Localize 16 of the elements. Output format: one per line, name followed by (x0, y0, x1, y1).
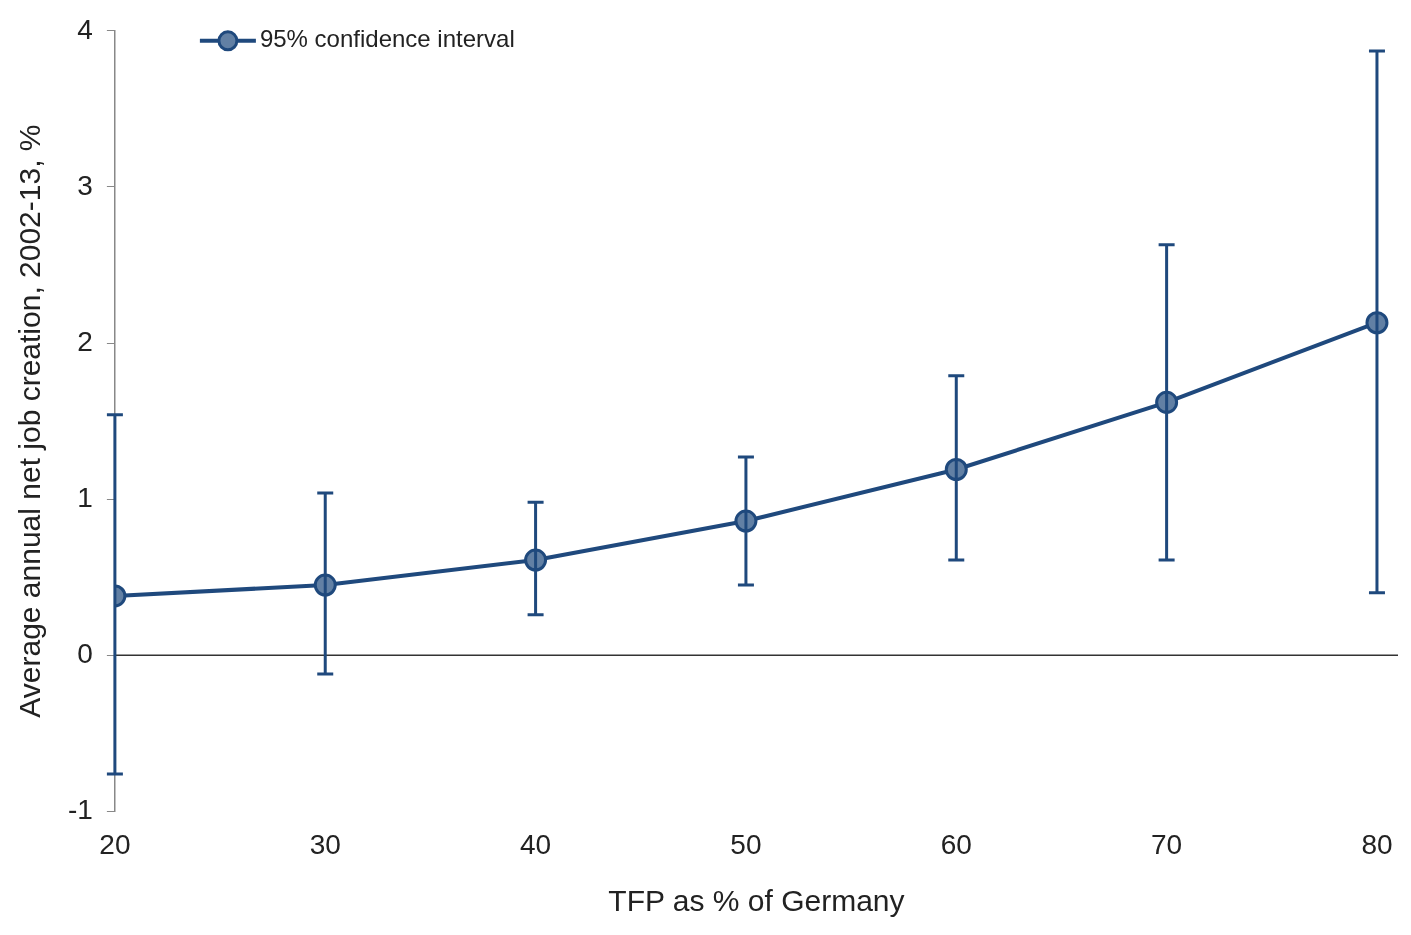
x-tick-label: 50 (730, 828, 762, 860)
x-tick-label: 60 (940, 828, 972, 860)
y-tick-label: -1 (67, 794, 93, 826)
x-tick-label: 40 (520, 828, 552, 860)
y-tick-label: 4 (77, 13, 93, 45)
x-tick-label: 80 (1361, 828, 1393, 860)
y-tick-label: 1 (77, 481, 93, 513)
x-tick-label: 20 (99, 828, 131, 860)
x-tick-label: 70 (1151, 828, 1183, 860)
legend-label: 95% confidence interval (259, 25, 515, 53)
y-tick-label: 2 (77, 325, 93, 357)
x-tick-label: 30 (309, 828, 341, 860)
y-tick-label: 3 (77, 169, 93, 201)
y-tick-label: 0 (77, 638, 93, 669)
x-axis-title: TFP as % of Germany (608, 884, 905, 918)
y-axis-title: Average annual net job creation, 2002-13, % (13, 124, 47, 718)
